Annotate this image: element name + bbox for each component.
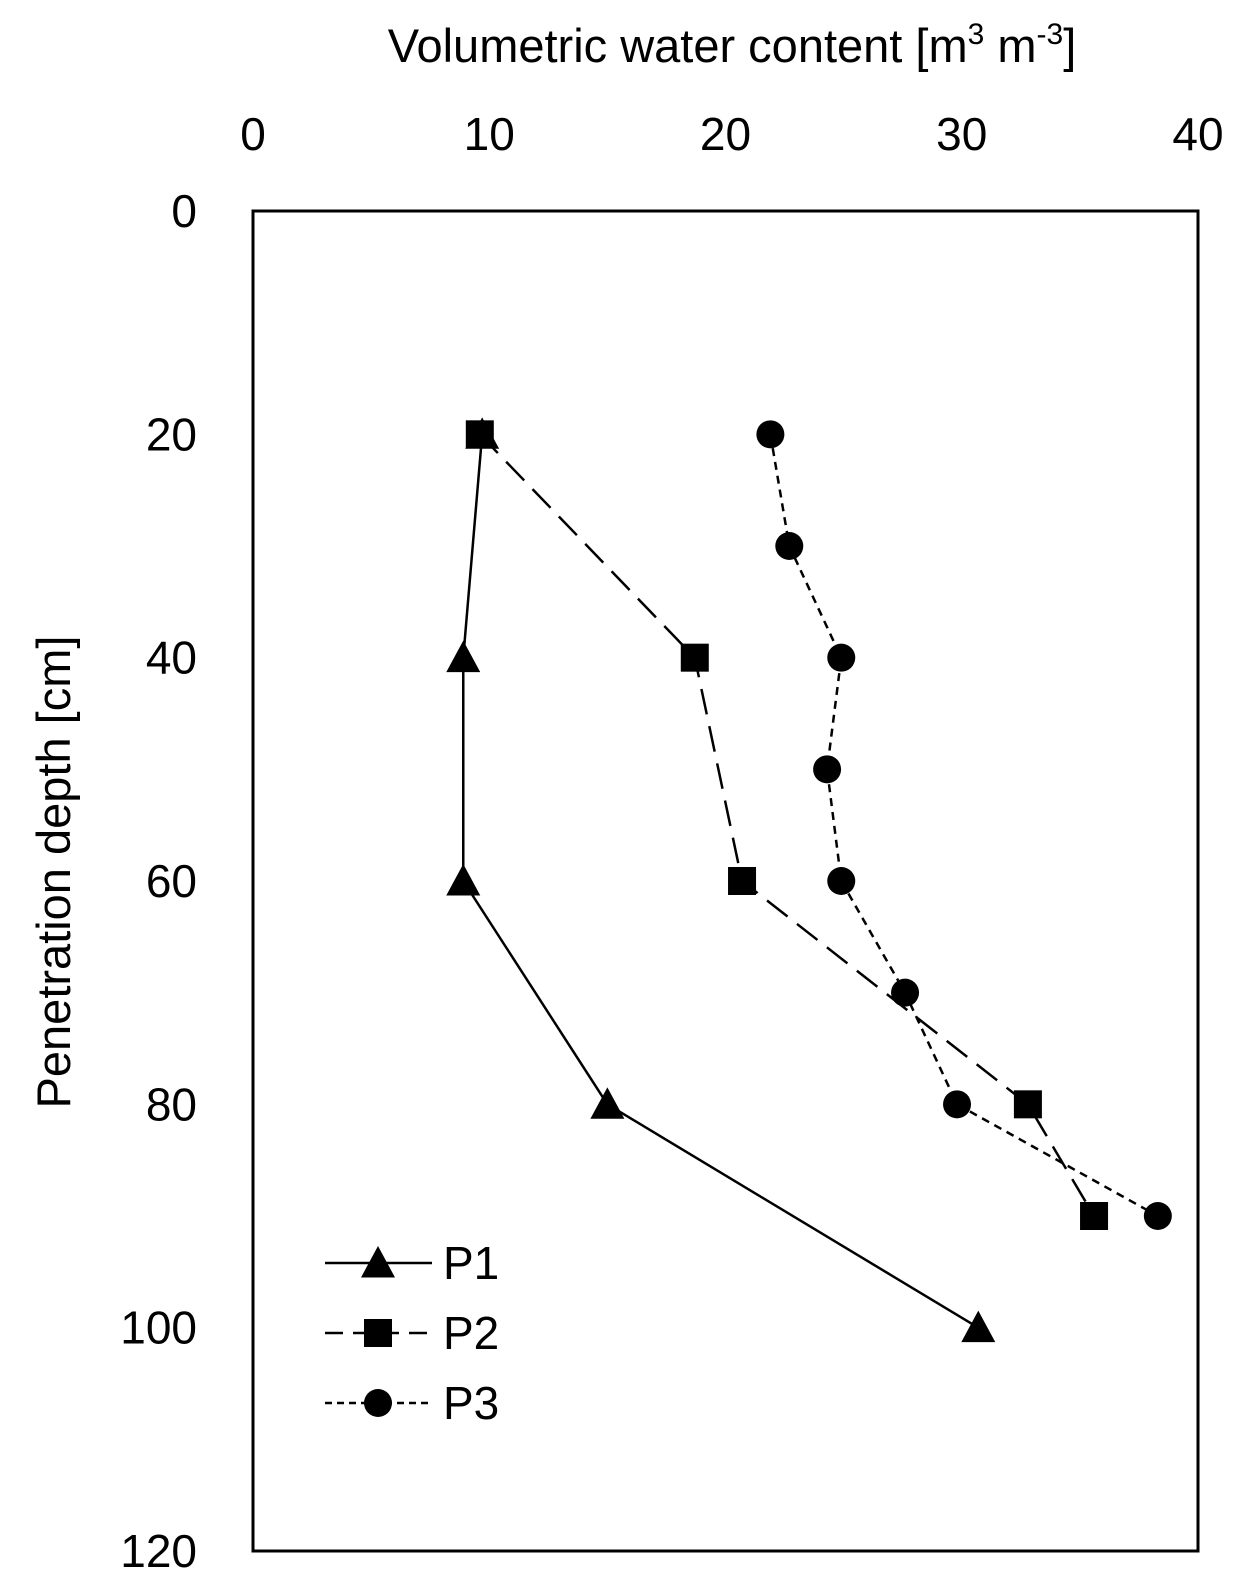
legend-marker-p2 (364, 1319, 392, 1347)
data-point-p1 (961, 1310, 996, 1343)
plot-frame (251, 209, 1200, 1553)
data-point-p2 (680, 643, 709, 672)
legend-label-p2: P2 (443, 1307, 499, 1359)
data-point-p3 (756, 420, 785, 449)
y-tick-label: 100 (120, 1302, 197, 1354)
data-point-p3 (827, 643, 856, 672)
plot-lines (462, 433, 1159, 1329)
data-point-p3 (775, 532, 804, 560)
legend: P1 P2 P3 (325, 1237, 499, 1429)
x-axis-title: Volumetric water content [m3 m-3] (388, 18, 1077, 72)
y-tick-label: 20 (146, 408, 197, 460)
series-line-p1 (462, 434, 979, 1329)
x-tick-label: 20 (700, 108, 751, 160)
y-tick-label: 60 (146, 855, 197, 907)
data-point-p2 (465, 420, 494, 449)
y-tick-label: 120 (120, 1525, 197, 1577)
y-tick-label: 0 (171, 185, 197, 237)
y-tick-label: 40 (146, 632, 197, 684)
data-point-p3 (813, 755, 842, 784)
y-tick-labels: 0 20 40 60 80 100 120 (120, 185, 197, 1577)
x-tick-labels: 0 10 20 30 40 (240, 108, 1223, 160)
x-tick-label: 10 (464, 108, 515, 160)
y-axis-title: Penetration depth [cm] (27, 636, 80, 1109)
series-line-p3 (769, 434, 1159, 1218)
data-point-p2 (728, 867, 757, 895)
y-tick-label: 80 (146, 1078, 197, 1130)
data-point-p1 (446, 864, 481, 896)
data-point-p3 (1143, 1202, 1172, 1230)
plot-markers (446, 417, 1172, 1343)
data-point-p3 (891, 978, 920, 1007)
x-tick-label: 30 (936, 108, 987, 160)
legend-label-p1: P1 (443, 1237, 499, 1289)
data-point-p2 (1080, 1202, 1109, 1230)
data-point-p3 (827, 867, 856, 895)
data-point-p3 (943, 1090, 972, 1119)
x-tick-label: 0 (240, 108, 266, 160)
data-point-p2 (1013, 1090, 1042, 1119)
data-point-p1 (446, 640, 481, 673)
legend-marker-p3 (364, 1389, 392, 1417)
x-tick-label: 40 (1172, 108, 1223, 160)
legend-marker-p1 (361, 1246, 395, 1278)
legend-label-p3: P3 (443, 1377, 499, 1429)
data-point-p1 (590, 1087, 625, 1119)
